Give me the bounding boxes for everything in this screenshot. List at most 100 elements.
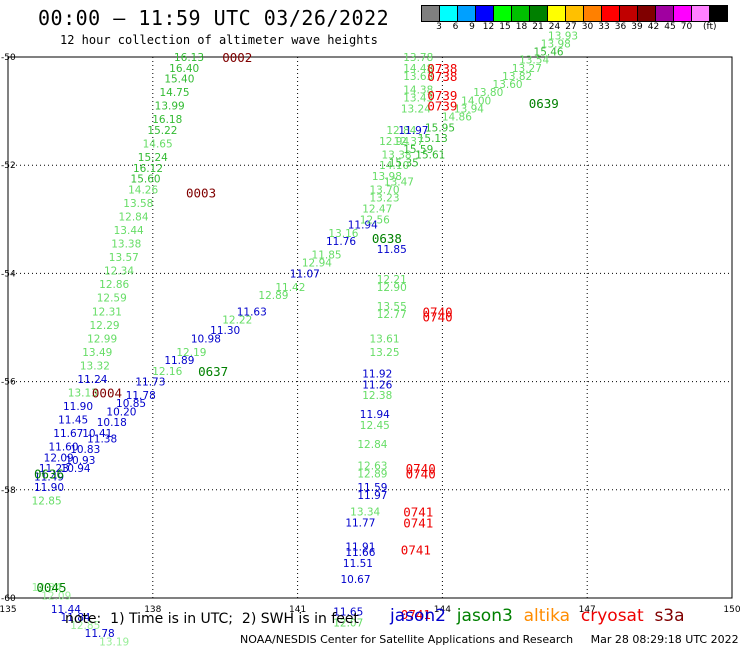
wave-height-label: 12.94 bbox=[379, 136, 409, 148]
satellite-name: s3a bbox=[654, 606, 685, 626]
wave-height-label: 11.51 bbox=[343, 558, 373, 570]
wave-height-label: 13.25 bbox=[369, 347, 399, 359]
time-tag-label: 0004 bbox=[92, 385, 122, 400]
wave-height-label: 15.24 bbox=[138, 152, 168, 164]
wave-height-label: 11.90 bbox=[34, 482, 64, 494]
wave-height-label: 13.38 bbox=[111, 239, 141, 251]
chart-title: 00:00 – 11:59 UTC 03/26/2022 bbox=[38, 6, 390, 30]
wave-height-label: 12.31 bbox=[92, 306, 122, 318]
wave-height-label: 12.94 bbox=[302, 258, 332, 270]
wave-height-label: 11.85 bbox=[312, 249, 342, 261]
wave-height-label: 10.41 bbox=[82, 428, 112, 440]
wave-height-label: 13.93 bbox=[548, 30, 578, 42]
wave-height-label: 11.67 bbox=[53, 428, 83, 440]
wave-height-label: 11.97 bbox=[357, 490, 387, 502]
wave-height-label: 12.21 bbox=[377, 274, 407, 286]
wave-height-label: 12.84 bbox=[386, 125, 416, 137]
satellite-legend: jason2 jason3 altika cryosat s3a bbox=[390, 606, 685, 626]
wave-height-label: 12.19 bbox=[176, 347, 206, 359]
chart-subtitle: 12 hour collection of altimeter wave hei… bbox=[60, 33, 378, 47]
x-tick-label: 141 bbox=[289, 605, 306, 615]
wave-height-label: 13.60 bbox=[493, 79, 523, 91]
wave-height-label: 13.99 bbox=[155, 101, 185, 113]
wave-height-label: 11.76 bbox=[326, 236, 356, 248]
wave-height-label: 12.07 bbox=[333, 617, 363, 629]
time-tag-label: 0045 bbox=[36, 580, 66, 595]
wave-height-label: 14.75 bbox=[159, 87, 189, 99]
wave-height-label: 12.34 bbox=[32, 582, 62, 594]
wave-height-label: 11.60 bbox=[48, 442, 78, 454]
wave-height-label: 12.16 bbox=[152, 366, 182, 378]
wave-height-label: 16.18 bbox=[152, 114, 182, 126]
wave-height-label: 13.63 bbox=[403, 71, 433, 83]
legend-label: 39 bbox=[631, 22, 643, 32]
legend-label: 42 bbox=[647, 22, 660, 32]
wave-height-label: 13.32 bbox=[80, 360, 110, 372]
legend-unit: (ft) bbox=[703, 22, 717, 32]
legend-label: 45 bbox=[664, 22, 676, 32]
time-tag-label: 0739 bbox=[427, 99, 457, 114]
wave-height-label: 15.22 bbox=[147, 125, 177, 137]
wave-height-label: 14.10 bbox=[379, 160, 409, 172]
satellite-name: cryosat bbox=[580, 606, 655, 626]
time-tag-label: 0639 bbox=[529, 96, 559, 111]
wave-height-label: 13.43 bbox=[403, 93, 433, 105]
wave-height-label: 13.19 bbox=[99, 636, 129, 648]
y-tick-label: -52 bbox=[1, 161, 16, 171]
time-tag-label: 0738 bbox=[427, 69, 457, 84]
wave-height-label: 12.84 bbox=[357, 439, 387, 451]
wave-height-label: 11.07 bbox=[290, 268, 320, 280]
wave-height-label: 13.24 bbox=[401, 103, 431, 115]
wave-height-label: 11.94 bbox=[348, 220, 378, 232]
legend-label: 24 bbox=[548, 22, 561, 32]
wave-height-label: 12.37 bbox=[394, 136, 424, 148]
wave-height-label: 11.65 bbox=[333, 607, 363, 619]
wave-height-label: 13.98 bbox=[372, 171, 402, 183]
wave-height-label: 11.85 bbox=[377, 244, 407, 256]
wave-height-label: 10.94 bbox=[61, 463, 91, 475]
wave-height-label: 11.26 bbox=[362, 379, 392, 391]
time-tag-label: 0637 bbox=[198, 364, 228, 379]
legend-label: 27 bbox=[565, 22, 577, 32]
wave-height-label: 12.47 bbox=[362, 203, 392, 215]
wave-height-label: 12.34 bbox=[104, 266, 134, 278]
wave-height-label: 12.09 bbox=[44, 452, 74, 464]
wave-height-label: 13.98 bbox=[541, 38, 571, 50]
wave-height-label: 14.65 bbox=[143, 139, 173, 151]
legend-label: 9 bbox=[469, 22, 475, 32]
wave-height-label: 12.85 bbox=[70, 620, 100, 632]
wave-height-label: 13.61 bbox=[369, 333, 399, 345]
wave-height-label: 11.42 bbox=[275, 282, 305, 294]
wave-height-label: 11.23 bbox=[39, 463, 69, 475]
wave-height-label: 11.94 bbox=[360, 409, 390, 421]
wave-height-label: 13.34 bbox=[350, 506, 380, 518]
wave-height-label: 11.89 bbox=[164, 355, 194, 367]
y-tick-label: -54 bbox=[1, 269, 16, 279]
wave-height-label: 11.92 bbox=[362, 368, 392, 380]
x-tick-label: 138 bbox=[144, 605, 161, 615]
wave-height-label: 13.54 bbox=[519, 55, 549, 67]
wave-height-label: 13.80 bbox=[473, 87, 503, 99]
wave-height-label: 10.93 bbox=[65, 455, 95, 467]
wave-height-label: 12.59 bbox=[97, 293, 127, 305]
wave-height-label: 16.12 bbox=[133, 163, 163, 175]
wave-height-label: 13.16 bbox=[328, 228, 358, 240]
wave-height-label: 14.26 bbox=[128, 185, 158, 197]
satellite-name: jason3 bbox=[456, 606, 524, 626]
satellite-name: altika bbox=[523, 606, 581, 626]
time-tag-label: 0739 bbox=[427, 88, 457, 103]
x-tick-label: 135 bbox=[0, 605, 17, 615]
time-tag-label: 0003 bbox=[186, 185, 216, 200]
wave-height-label: 12.84 bbox=[118, 212, 148, 224]
wave-height-label: 13.58 bbox=[123, 198, 153, 210]
wave-height-label: 12.89 bbox=[357, 469, 387, 481]
wave-height-label: 11.91 bbox=[345, 542, 375, 554]
legend-label: 3 bbox=[436, 22, 442, 32]
x-tick-label: 144 bbox=[434, 605, 451, 615]
wave-height-label: 13.27 bbox=[512, 63, 542, 75]
wave-height-label: 12.85 bbox=[32, 496, 62, 508]
time-tag-label: 0741 bbox=[403, 504, 433, 519]
wave-height-label: 13.82 bbox=[502, 71, 532, 83]
wave-height-label: 11.78 bbox=[126, 390, 156, 402]
